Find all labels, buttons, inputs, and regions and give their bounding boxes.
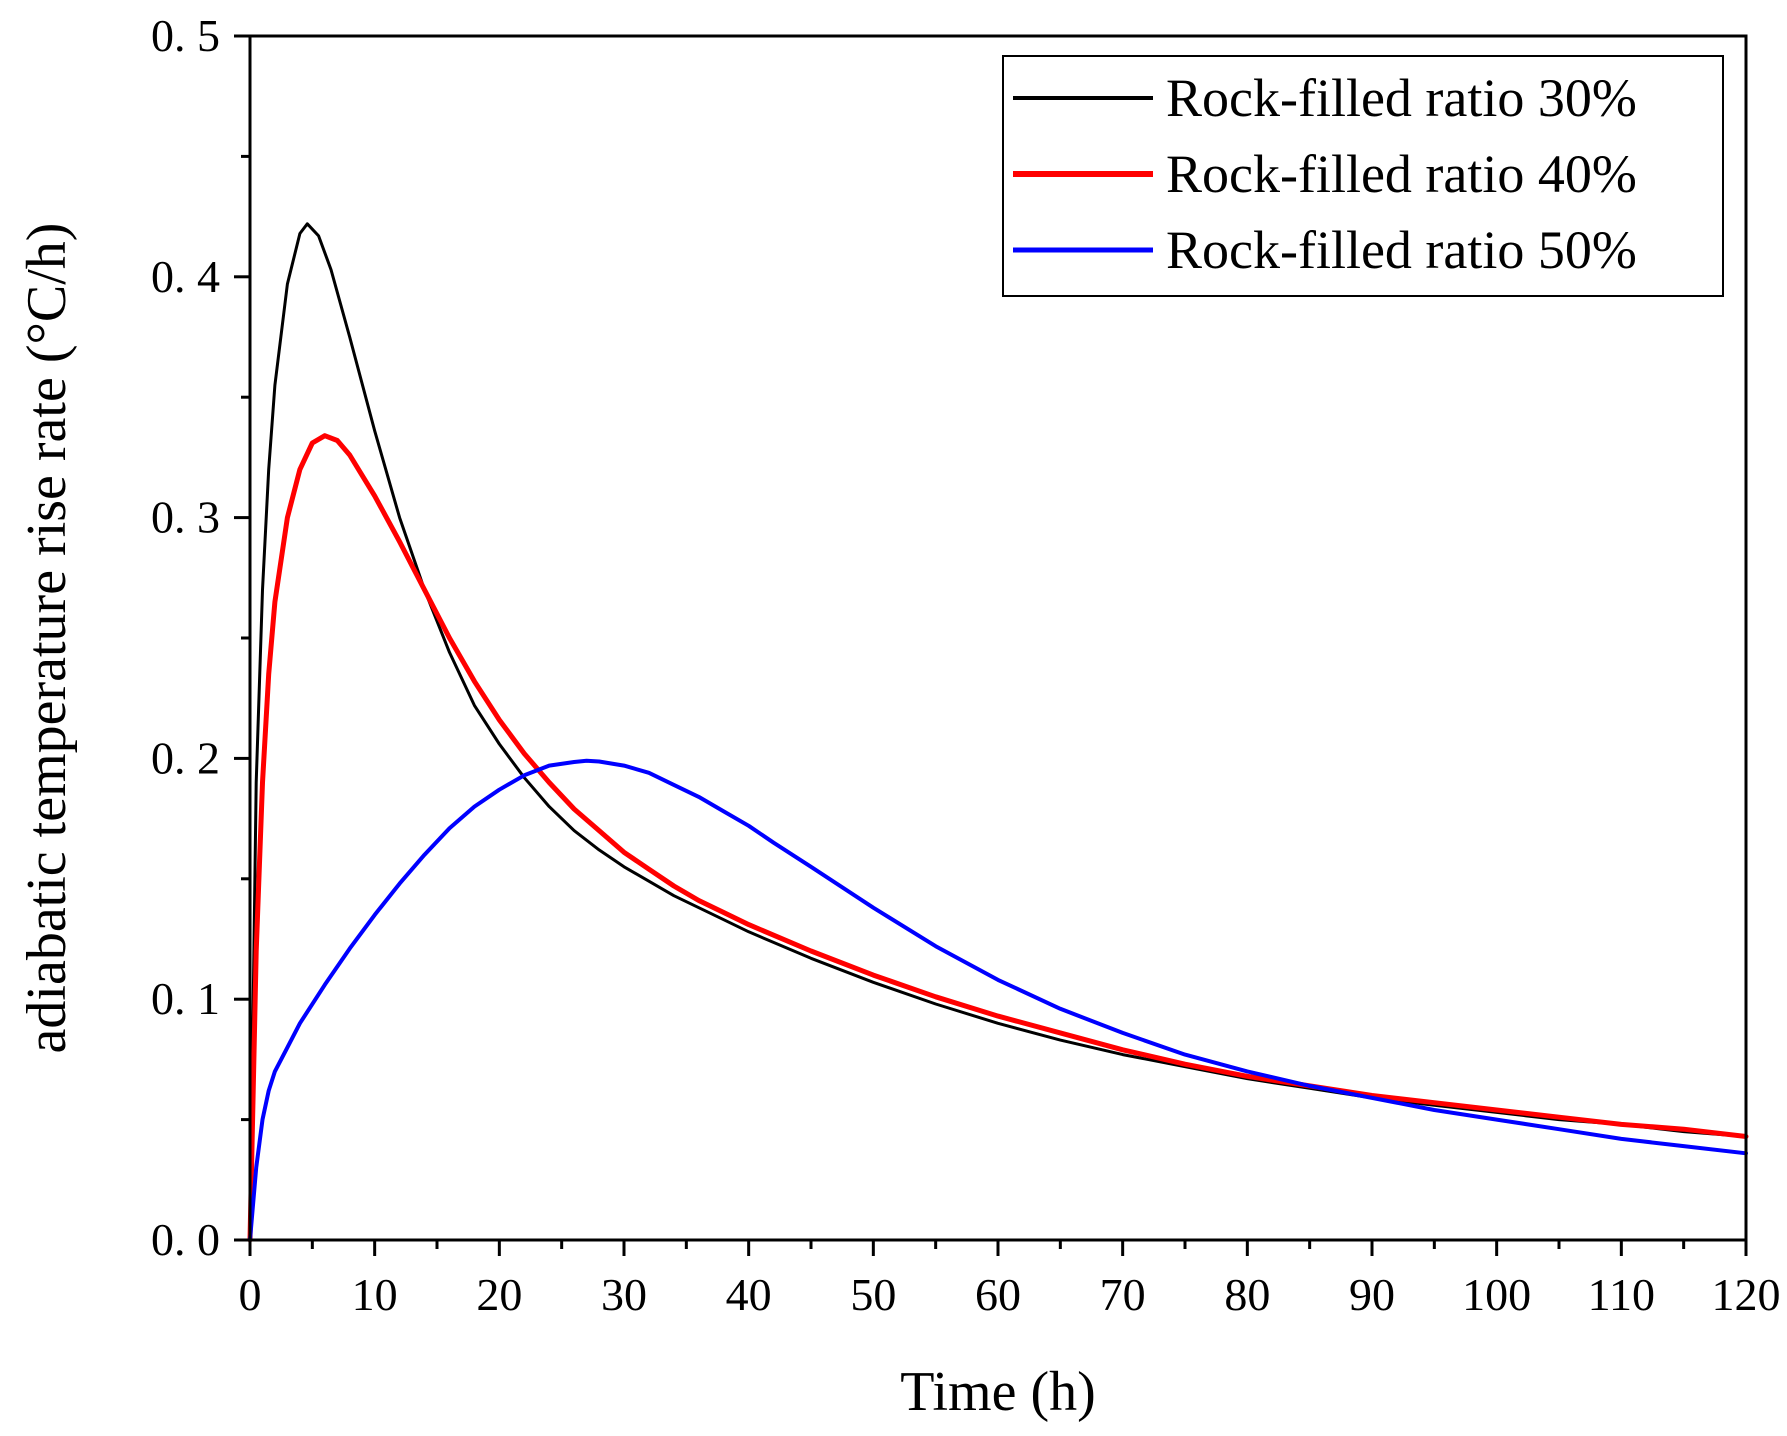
x-tick-label: 80 — [1224, 1269, 1270, 1320]
x-tick-label: 100 — [1462, 1269, 1531, 1320]
labels-layer: 0 10 20 30 40 50 60 70 80 90 100 110 120 0. 0 0. 1 0. 2… — [151, 10, 1781, 1320]
legend-label-series-3: Rock-filled ratio 50% — [1166, 220, 1637, 280]
y-tick-label: 0. 1 — [151, 973, 220, 1024]
y-tick-label: 0. 4 — [151, 251, 220, 302]
x-tick-label: 30 — [601, 1269, 647, 1320]
y-tick-label: 0. 3 — [151, 492, 220, 543]
x-tick-label: 10 — [352, 1269, 398, 1320]
x-tick-label: 20 — [476, 1269, 522, 1320]
y-tick-label: 0. 5 — [151, 10, 220, 61]
x-tick-label: 0 — [239, 1269, 262, 1320]
x-tick-label: 40 — [726, 1269, 772, 1320]
series-layer — [247, 222, 1749, 1243]
y-axis-title: adiabatic temperature rise rate (°C/h) — [16, 223, 78, 1054]
x-tick-label: 50 — [850, 1269, 896, 1320]
y-tick-label: 0. 0 — [151, 1214, 220, 1265]
series-line-2 — [247, 433, 1749, 1243]
x-tick-label: 70 — [1100, 1269, 1146, 1320]
x-tick-label: 60 — [975, 1269, 1021, 1320]
x-tick-label: 90 — [1349, 1269, 1395, 1320]
y-tick-label: 0. 2 — [151, 732, 220, 783]
x-axis-title: Time (h) — [900, 1361, 1096, 1423]
series-line-1 — [248, 222, 1748, 1242]
x-tick-label: 120 — [1712, 1269, 1781, 1320]
series-line-3 — [248, 758, 1748, 1242]
x-tick-label: 110 — [1588, 1269, 1655, 1320]
legend-label-series-2: Rock-filled ratio 40% — [1166, 144, 1637, 204]
ticks-layer — [234, 34, 1748, 1256]
legend: Rock-filled ratio 30% Rock-filled ratio … — [1002, 55, 1724, 297]
legend-label-series-1: Rock-filled ratio 30% — [1166, 68, 1637, 128]
